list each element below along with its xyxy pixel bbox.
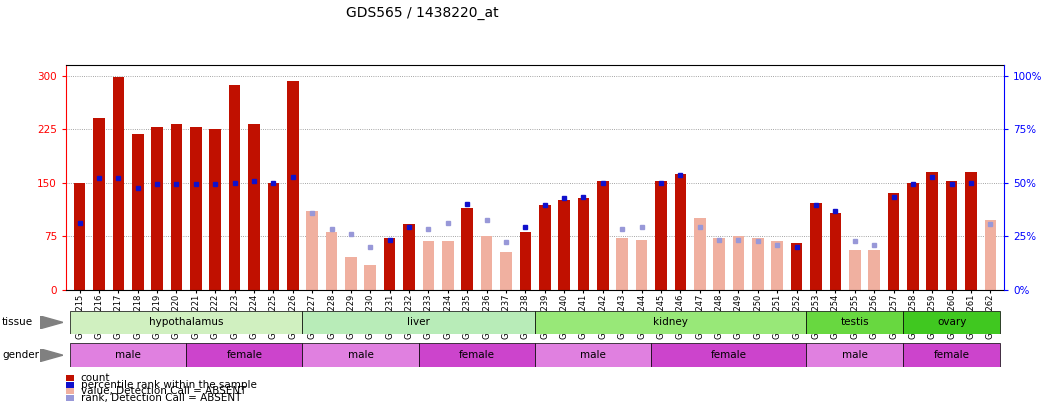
Bar [481, 236, 493, 290]
Text: male: male [842, 350, 868, 360]
Bar [365, 264, 376, 290]
Bar [985, 220, 997, 290]
Bar [810, 202, 822, 290]
Bar [869, 250, 880, 290]
Bar [248, 124, 260, 290]
Bar [539, 205, 550, 290]
Bar [771, 241, 783, 290]
Text: value, Detection Call = ABSENT: value, Detection Call = ABSENT [81, 386, 246, 396]
Bar [190, 127, 201, 290]
Text: liver: liver [408, 318, 430, 327]
Bar [733, 236, 744, 290]
Bar [326, 232, 337, 290]
Bar [303, 311, 534, 334]
Bar [694, 218, 705, 290]
Bar [806, 343, 903, 367]
Text: ovary: ovary [937, 318, 966, 327]
Bar [210, 129, 221, 290]
Bar [422, 241, 434, 290]
Text: female: female [934, 350, 969, 360]
Bar [520, 232, 531, 290]
Bar [636, 240, 648, 290]
Bar [655, 181, 667, 290]
Bar [403, 224, 415, 290]
Bar [534, 343, 651, 367]
Bar [66, 395, 74, 401]
Bar [559, 200, 570, 290]
Bar [66, 382, 74, 388]
Bar [461, 207, 473, 290]
Bar [946, 181, 958, 290]
Bar [791, 243, 803, 290]
Bar [228, 85, 240, 290]
Bar [714, 238, 725, 290]
Polygon shape [40, 316, 63, 329]
Bar [806, 311, 903, 334]
Text: testis: testis [840, 318, 869, 327]
Text: count: count [81, 373, 110, 383]
Text: hypothalamus: hypothalamus [149, 318, 223, 327]
Text: tissue: tissue [2, 318, 34, 327]
Bar [132, 134, 144, 290]
Bar [70, 311, 303, 334]
Bar [419, 343, 534, 367]
Bar [651, 343, 806, 367]
Text: female: female [226, 350, 262, 360]
Bar [752, 238, 764, 290]
Text: kidney: kidney [653, 318, 689, 327]
Bar [534, 311, 806, 334]
Bar [830, 213, 842, 290]
Bar [597, 181, 609, 290]
Bar [500, 252, 511, 290]
Bar [675, 174, 686, 290]
Bar [66, 375, 74, 381]
Bar [112, 77, 124, 290]
Bar [616, 238, 628, 290]
Bar [306, 211, 318, 290]
Text: female: female [459, 350, 495, 360]
Bar [577, 198, 589, 290]
Bar [187, 343, 303, 367]
Bar [287, 81, 299, 290]
Text: male: male [115, 350, 141, 360]
Bar [903, 343, 1000, 367]
Text: male: male [581, 350, 606, 360]
Text: male: male [348, 350, 373, 360]
Bar [73, 183, 85, 290]
Bar [171, 124, 182, 290]
Text: GDS565 / 1438220_at: GDS565 / 1438220_at [346, 6, 499, 20]
Text: gender: gender [2, 350, 39, 360]
Bar [267, 183, 279, 290]
Bar [345, 258, 356, 290]
Bar [926, 172, 938, 290]
Bar [93, 118, 105, 290]
Bar [70, 343, 187, 367]
Bar [384, 238, 395, 290]
Text: female: female [711, 350, 747, 360]
Bar [151, 127, 162, 290]
Bar [66, 388, 74, 394]
Bar [849, 250, 860, 290]
Bar [903, 311, 1000, 334]
Bar [442, 241, 454, 290]
Polygon shape [40, 349, 63, 362]
Bar [908, 183, 919, 290]
Bar [888, 193, 899, 290]
Text: rank, Detection Call = ABSENT: rank, Detection Call = ABSENT [81, 393, 241, 403]
Text: percentile rank within the sample: percentile rank within the sample [81, 380, 257, 390]
Bar [303, 343, 419, 367]
Bar [965, 172, 977, 290]
